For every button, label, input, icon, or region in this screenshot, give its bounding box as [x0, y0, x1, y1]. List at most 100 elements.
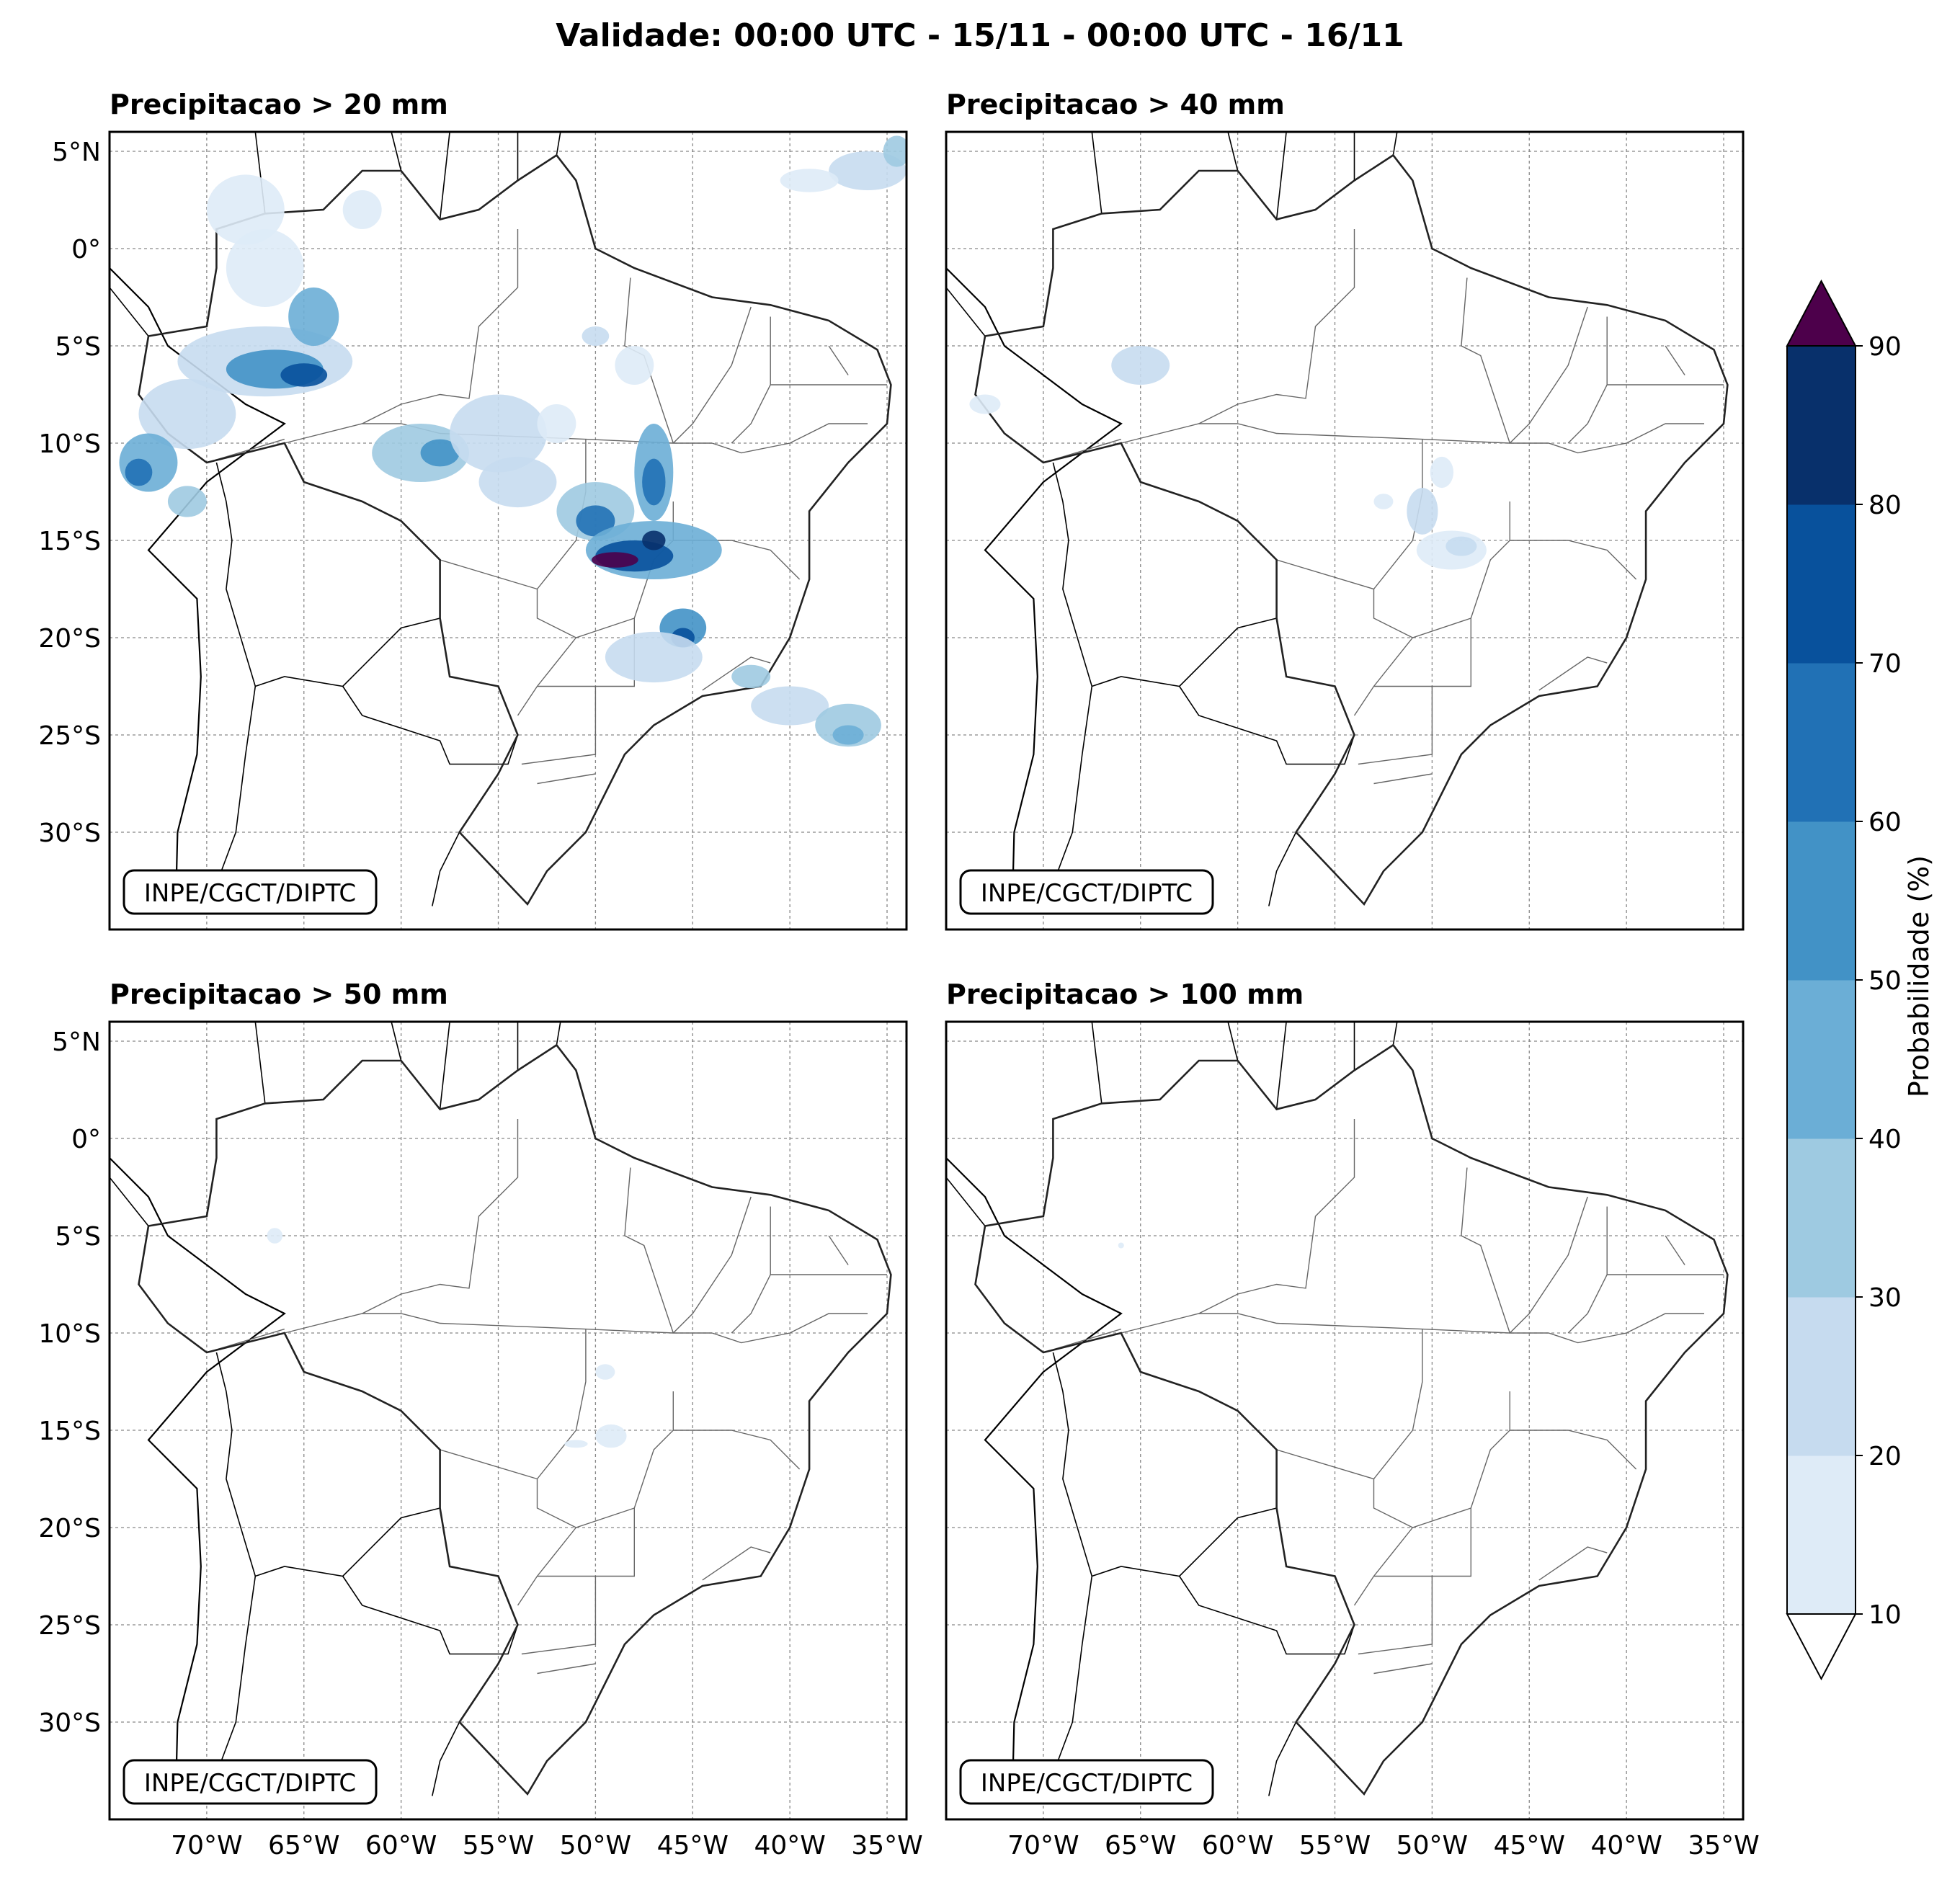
state-border — [1548, 1313, 1704, 1344]
lon-tick-label: 65°W — [1105, 1831, 1176, 1860]
state-border — [537, 1663, 596, 1675]
lon-tick-label: 55°W — [463, 1831, 534, 1860]
map-frame — [108, 1020, 908, 1821]
map-boundaries — [946, 1022, 1729, 1801]
state-border — [1538, 656, 1608, 691]
state-border — [711, 1313, 868, 1344]
probability-area — [138, 378, 236, 450]
state-border — [537, 1508, 635, 1577]
state-border — [1237, 1329, 1423, 1480]
probability-area — [167, 486, 207, 517]
map-boundaries — [110, 132, 892, 911]
probability-area — [969, 394, 1001, 414]
country-border — [1275, 132, 1287, 220]
state-border — [731, 316, 771, 444]
colorbar-tick-label: 70 — [1868, 649, 1902, 679]
colorbar-tick-label: 30 — [1868, 1283, 1902, 1313]
probability-area — [537, 404, 576, 443]
state-border — [536, 1391, 674, 1528]
probability-area — [450, 394, 547, 473]
country-border — [556, 132, 561, 156]
probability-area — [372, 424, 470, 482]
credit-label: INPE/CGCT/DIPTC — [981, 1769, 1193, 1798]
gridlines — [110, 1022, 906, 1819]
pacific-coastline — [946, 1156, 1123, 1801]
state-border — [828, 1235, 849, 1265]
state-border — [1237, 439, 1423, 590]
colorbar-segment — [1787, 1297, 1856, 1456]
state-border — [1567, 1206, 1608, 1334]
probability-area — [288, 287, 339, 346]
probability-area — [1373, 494, 1394, 509]
lat-tick-label: 5°S — [55, 332, 101, 362]
state-border — [1373, 618, 1471, 687]
probability-area — [1118, 1242, 1124, 1249]
state-border — [1198, 229, 1355, 424]
lon-tick-label: 60°W — [365, 1831, 437, 1860]
brazil-outline — [974, 153, 1729, 906]
credit-label: INPE/CGCT/DIPTC — [981, 879, 1193, 908]
state-border — [537, 773, 596, 785]
gridlines — [946, 132, 1743, 929]
state-border — [1373, 501, 1510, 638]
country-border — [432, 832, 460, 906]
lon-tick-label: 35°W — [1688, 1831, 1759, 1860]
country-border — [1091, 1022, 1102, 1104]
probability-area — [420, 439, 460, 467]
country-border — [1275, 1022, 1287, 1110]
state-border — [731, 1206, 771, 1334]
colorbar-tick-label: 10 — [1868, 1600, 1902, 1630]
country-border — [1227, 1022, 1239, 1061]
panel-precip-50mm: Precipitacao > 50 mm INPE/CGCT/DIPTC — [108, 978, 908, 1821]
probability-area — [1430, 456, 1454, 489]
state-border — [1358, 1576, 1433, 1655]
probability-area — [564, 1440, 588, 1448]
state-border — [1567, 316, 1608, 444]
colorbar-segment — [1787, 821, 1856, 981]
lat-tick-label: 15°S — [38, 1417, 101, 1446]
brazil-outline — [138, 1043, 892, 1796]
probability-area — [342, 190, 382, 229]
country-border — [391, 1022, 402, 1061]
country-border — [1268, 832, 1297, 906]
probability-area — [280, 363, 328, 387]
country-border — [342, 686, 519, 765]
country-border — [391, 132, 402, 171]
colorbar-under-arrow — [1786, 1613, 1857, 1681]
lat-tick-label: 10°S — [38, 429, 101, 459]
colorbar-label: Probabilidade (%) — [1903, 855, 1935, 1097]
lat-tick-label: 5°S — [55, 1222, 101, 1252]
probability-area — [576, 505, 615, 537]
gridlines — [946, 1022, 1743, 1819]
country-border — [1179, 686, 1355, 765]
probability-area — [1446, 536, 1477, 556]
lon-tick-label: 40°W — [754, 1831, 825, 1860]
lat-tick-label: 20°S — [38, 624, 101, 654]
state-border — [517, 1527, 576, 1606]
state-border — [673, 1430, 801, 1470]
state-border — [1461, 1167, 1549, 1334]
country-border — [1179, 1576, 1355, 1655]
country-border — [342, 1576, 519, 1655]
country-border — [439, 132, 450, 220]
lat-tick-label: 5°N — [52, 1027, 101, 1057]
probability-area — [642, 530, 666, 550]
brazil-outline — [138, 153, 892, 906]
lon-tick-label: 45°W — [1494, 1831, 1565, 1860]
probability-area — [119, 433, 178, 492]
state-border — [1510, 1430, 1637, 1470]
colorbar-segment — [1787, 663, 1856, 822]
credit-box — [959, 869, 1214, 915]
probability-area — [1111, 346, 1170, 385]
state-border — [284, 1313, 674, 1334]
figure-title: Validade: 00:00 UTC - 15/11 - 00:00 UTC … — [556, 17, 1404, 54]
map-frame — [945, 1020, 1745, 1821]
country-border — [1392, 1022, 1398, 1045]
panel-title: Precipitacao > 100 mm — [946, 978, 1304, 1010]
state-border — [1373, 1391, 1510, 1528]
lat-tick-label: 30°S — [38, 1708, 101, 1738]
state-border — [1373, 773, 1433, 785]
state-border — [1665, 1235, 1685, 1265]
state-border — [521, 1576, 597, 1655]
